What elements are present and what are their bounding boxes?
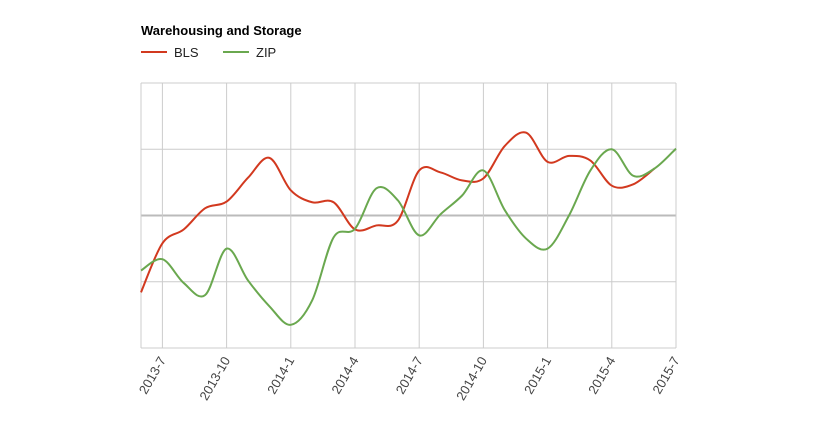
gridlines — [140, 82, 677, 349]
x-tick-label: 2014-1 — [264, 354, 297, 397]
x-tick-label: 2015-1 — [521, 354, 554, 397]
x-tick-label: 2014-7 — [393, 354, 426, 397]
legend: BLS ZIP — [141, 45, 276, 60]
series-lines — [140, 131, 677, 326]
x-axis-ticks: 2013-7 2013-10 2014-1 2014-4 2014-7 2014-10 20… — [136, 354, 683, 403]
x-tick-label: 2015-4 — [585, 354, 618, 397]
x-tick-label: 2014-10 — [453, 354, 490, 403]
legend-label-bls: BLS — [174, 45, 199, 60]
series-line-bls — [140, 131, 656, 293]
series-line-zip — [140, 147, 677, 326]
legend-label-zip: ZIP — [256, 45, 276, 60]
x-tick-label: 2013-10 — [196, 354, 233, 403]
x-tick-label: 2013-7 — [136, 354, 169, 397]
x-tick-label: 2015-7 — [649, 354, 682, 397]
x-tick-label: 2014-4 — [328, 354, 361, 397]
chart-title: Warehousing and Storage — [141, 23, 302, 38]
